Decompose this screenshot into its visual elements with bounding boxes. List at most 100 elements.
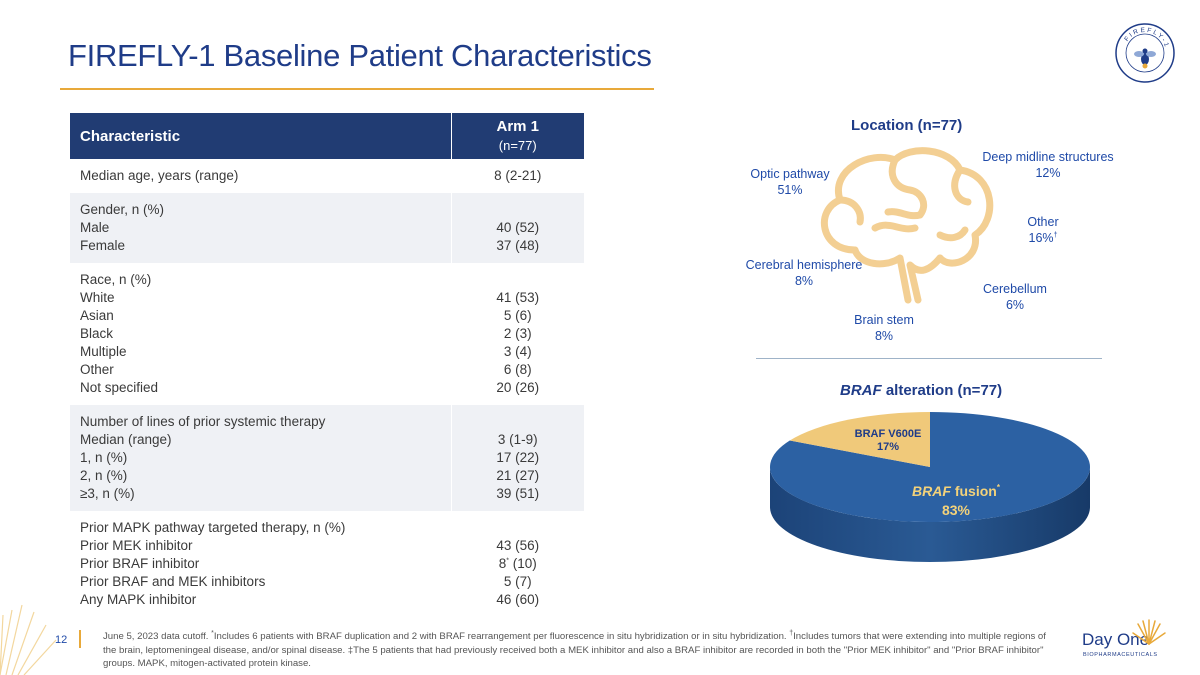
row-value-text: 40 (52) (496, 220, 540, 235)
location-pct-value: 16% (1028, 231, 1054, 245)
row-value: 6 (8) (452, 361, 585, 379)
braf-title-rest: alteration (n=77) (881, 382, 1003, 399)
brand-name: Day One (1082, 630, 1150, 649)
pie-slice-braf-fusion (770, 412, 1091, 522)
location-name: Other (1027, 215, 1059, 229)
row-value: 2 (3) (452, 325, 585, 343)
location-name: Brain stem (854, 313, 914, 327)
location-pct: 51% (750, 182, 830, 198)
row-label: Black (80, 326, 114, 341)
table-row: Prior MAPK pathway targeted therapy, n (… (70, 511, 584, 617)
row-labels: Median age, years (range) (70, 159, 451, 193)
row-value-text: 43 (56) (496, 538, 540, 553)
location-pct: 8% (850, 328, 918, 344)
header-arm: Arm 1 (n=77) (451, 113, 584, 159)
row-value-text: 8 (2-21) (494, 168, 542, 183)
row-value-text: 6 (8) (503, 362, 532, 377)
pie-side-wall (770, 467, 1090, 562)
location-label: Cerebral hemisphere 8% (744, 257, 864, 289)
row-value (452, 271, 585, 289)
row-values: 43 (56) 8* (10) 5 (7) 46 (60) (450, 511, 585, 617)
brain-icon (821, 147, 994, 304)
row-value: 8 (2-21) (452, 167, 585, 185)
row-value: 46 (60) (452, 591, 585, 609)
row-label: 1, n (%) (80, 450, 128, 465)
row-labels: Gender, n (%) Male Female (70, 193, 451, 263)
fusion-pct: 83% (942, 502, 971, 518)
header-characteristic: Characteristic (70, 113, 452, 159)
row-value: 41 (53) (452, 289, 585, 307)
row-value-text: 8 (498, 556, 507, 571)
firefly-logo-icon: FIREFLY-1 (1115, 23, 1175, 83)
row-value: 17 (22) (452, 449, 585, 467)
row-values: 3 (1-9) 17 (22) 21 (27) 39 (51) (450, 405, 585, 511)
row-label: Number of lines of prior systemic therap… (80, 414, 326, 429)
row-label: Gender, n (%) (80, 202, 165, 217)
row-label: Asian (80, 308, 114, 323)
row-labels: Number of lines of prior systemic therap… (70, 405, 451, 511)
row-values: 8 (2-21) (450, 159, 585, 193)
header-arm-label: Arm 1 (496, 118, 540, 136)
location-name: Cerebral hemisphere (745, 258, 863, 272)
location-pct: 6% (980, 297, 1050, 313)
row-value: 3 (4) (452, 343, 585, 361)
row-value-text: 3 (4) (503, 344, 532, 359)
header-arm-n: (n=77) (498, 138, 537, 154)
table-row: Gender, n (%) Male Female 40 (52) 37 (48) (70, 193, 584, 263)
location-pct-value: 12% (1035, 166, 1061, 180)
row-value-text: 17 (22) (496, 450, 540, 465)
row-label: Not specified (80, 380, 159, 395)
location-chart-title: Location (n=77) (851, 117, 963, 134)
row-value: 43 (56) (452, 537, 585, 555)
footnote-sup-1: * (211, 629, 214, 637)
fusion-label-sup: * (997, 483, 1001, 492)
braf-inhibitor-tail: (10) (508, 556, 537, 571)
location-pct-value: 51% (777, 183, 803, 197)
row-value-text: 2 (3) (503, 326, 532, 341)
footnote-sup-2: † (789, 629, 794, 637)
row-value: 40 (52) (452, 219, 585, 237)
row-values: 40 (52) 37 (48) (450, 193, 585, 263)
row-value: 3 (1-9) (452, 431, 585, 449)
row-label: Female (80, 238, 126, 253)
row-label: White (80, 290, 115, 305)
title-underline (60, 88, 654, 90)
v600e-pct: 17% (877, 441, 899, 453)
row-label: Prior BRAF and MEK inhibitors (80, 574, 266, 589)
location-pct-value: 8% (794, 274, 814, 288)
row-label: Race, n (%) (80, 272, 152, 287)
location-pct: 16%† (1020, 230, 1066, 246)
row-value: 8* (10) (452, 555, 585, 573)
fusion-label-rest: fusion (951, 483, 997, 499)
table-header-row: Characteristic Arm 1 (n=77) (70, 113, 584, 159)
row-value-text: 46 (60) (496, 592, 540, 607)
table-row: Median age, years (range) 8 (2-21) (70, 159, 584, 193)
v600e-label: BRAF V600E (855, 428, 922, 440)
row-label: Prior BRAF inhibitor (80, 556, 200, 571)
row-value-text: 3 (1-9) (497, 432, 538, 447)
row-label: Prior MEK inhibitor (80, 538, 193, 553)
location-pct: 12% (982, 165, 1114, 181)
page-title: FIREFLY-1 Baseline Patient Characteristi… (68, 38, 652, 73)
row-value: 21 (27) (452, 467, 585, 485)
row-value: 20 (26) (452, 379, 585, 397)
table-row: Number of lines of prior systemic therap… (70, 405, 584, 511)
row-value-text: 41 (53) (496, 290, 540, 305)
location-name: Cerebellum (983, 282, 1047, 296)
row-value (452, 413, 585, 431)
location-label: Brain stem 8% (850, 312, 918, 344)
row-value-text: 20 (26) (496, 380, 540, 395)
baseline-characteristics-table: Characteristic Arm 1 (n=77) Median age, … (70, 113, 584, 617)
row-value (452, 519, 585, 537)
brand-subtitle: BIOPHARMACEUTICALS (1083, 652, 1158, 658)
location-label: Cerebellum 6% (980, 281, 1050, 313)
row-label: Male (80, 220, 110, 235)
footnote: June 5, 2023 data cutoff. *Includes 6 pa… (103, 630, 1053, 671)
table-row: Race, n (%) White Asian Black Multiple Other N… (70, 263, 584, 405)
location-name: Optic pathway (750, 167, 830, 181)
location-pct-value: 6% (1005, 298, 1025, 312)
row-label: Prior MAPK pathway targeted therapy, n (… (80, 520, 346, 535)
location-pct-value: 8% (874, 329, 894, 343)
braf-inhibitor-footnote-sup: * (506, 557, 509, 565)
fusion-label: BRAF fusion* (912, 483, 1001, 499)
